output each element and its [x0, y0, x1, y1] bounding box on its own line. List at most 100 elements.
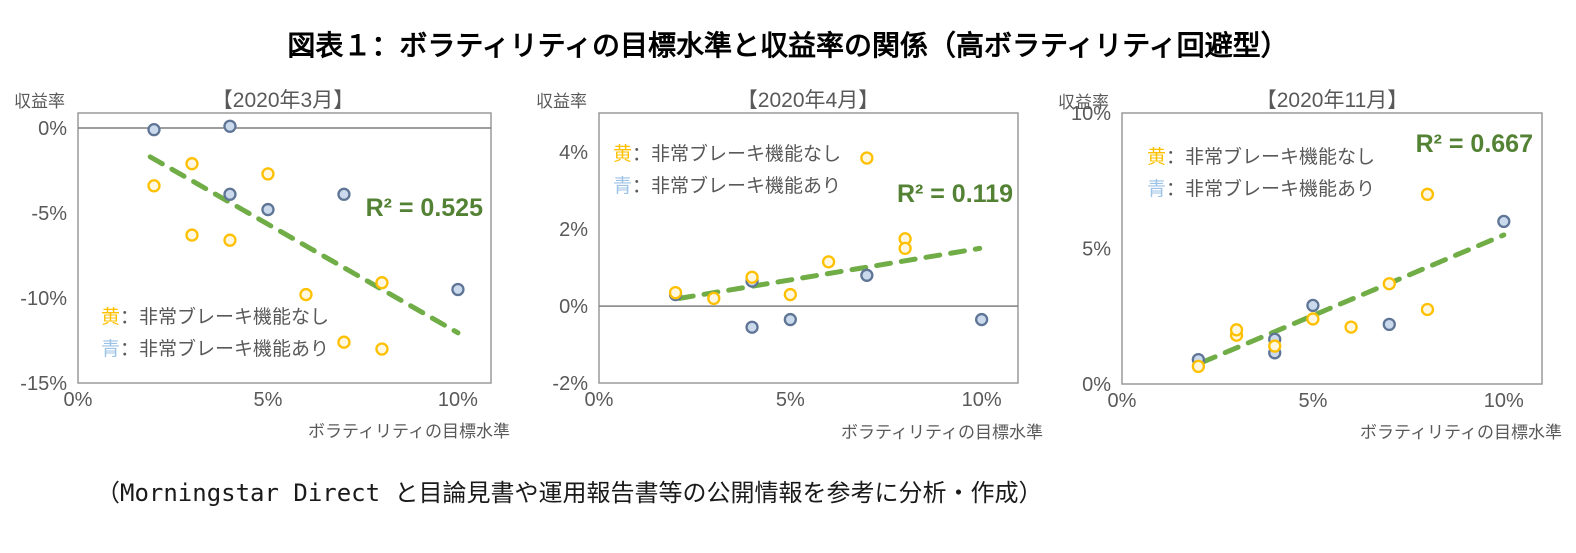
- data-point: [223, 233, 237, 247]
- legend-blue-swatch: 青: [1147, 179, 1167, 200]
- x-tick-label: 10%: [1484, 390, 1524, 412]
- data-point: [185, 157, 199, 171]
- r-squared-label: R² = 0.525: [365, 194, 483, 222]
- legend-item-yellow: 黄：非常ブレーキ機能なし: [101, 302, 329, 334]
- x-tick-label: 10%: [962, 389, 1002, 411]
- scatter-series: [1191, 214, 1511, 367]
- data-point: [299, 287, 313, 302]
- scatter-series: [147, 157, 389, 356]
- r-squared-label: R² = 0.119: [896, 180, 1013, 208]
- legend: 黄：非常ブレーキ機能なし 青：非常ブレーキ機能あり: [1147, 142, 1375, 206]
- legend-blue-text: ：非常ブレーキ機能あり: [632, 176, 842, 197]
- chart-title: 【2020年3月】: [211, 89, 355, 112]
- trend-line: [676, 245, 983, 301]
- y-axis-title: 収益率: [14, 92, 65, 111]
- data-point: [1229, 323, 1244, 337]
- scatter-series: [147, 119, 465, 297]
- trend-line: [147, 154, 461, 336]
- y-axis-title: 収益率: [1058, 93, 1109, 112]
- plot-area: 4%2%0%-2%0% 5% 10%: [552, 112, 1019, 411]
- y-tick-label: 5%: [1082, 239, 1111, 261]
- figure-title: 図表１：ボラティリティの目標水準と収益率の関係（高ボラティリティ回避型）: [287, 30, 1289, 61]
- data-point: [1268, 339, 1282, 353]
- scatter-series: [1191, 187, 1435, 374]
- data-point: [1382, 317, 1396, 332]
- data-point: [821, 255, 836, 269]
- legend-item-blue: 青：非常ブレーキ機能あり: [613, 171, 841, 203]
- x-tick-label: 0%: [64, 389, 93, 411]
- chart-title: 【2020年4月】: [736, 89, 880, 112]
- plot-area: 10% 5% 0%0% 5% 10%: [1071, 103, 1543, 412]
- data-point: [1191, 359, 1206, 374]
- legend: 黄：非常ブレーキ機能なし 青：非常ブレーキ機能あり: [101, 302, 329, 366]
- legend-blue-text: ：非常ブレーキ機能あり: [1166, 179, 1376, 200]
- x-tick-label: 5%: [776, 389, 805, 411]
- plot-frame: [1121, 112, 1543, 385]
- data-point: [451, 282, 465, 297]
- data-point: [1306, 298, 1320, 313]
- legend-item-yellow: 黄：非常ブレーキ機能なし: [1147, 142, 1375, 174]
- data-point: [1306, 312, 1320, 326]
- legend-yellow-text: ：非常ブレーキ機能なし: [632, 144, 842, 165]
- trend-line: [1199, 232, 1507, 365]
- x-tick-label: 5%: [1298, 390, 1327, 412]
- x-tick-label: 0%: [585, 389, 614, 411]
- data-point: [860, 151, 874, 165]
- legend-yellow-swatch: 黄: [613, 144, 633, 165]
- legend-blue-swatch: 青: [101, 339, 121, 360]
- legend-item-blue: 青：非常ブレーキ機能あり: [1147, 174, 1375, 206]
- data-point: [1382, 277, 1396, 291]
- legend-item-yellow: 黄：非常ブレーキ機能なし: [613, 139, 841, 171]
- data-point: [1420, 187, 1435, 201]
- data-point: [147, 179, 161, 193]
- data-point: [1497, 214, 1511, 229]
- data-point: [974, 312, 989, 327]
- legend-item-blue: 青：非常ブレーキ機能あり: [101, 334, 329, 366]
- r-squared-label: R² = 0.667: [1415, 130, 1533, 158]
- y-tick-label: 0%: [559, 296, 588, 318]
- data-point: [185, 228, 199, 242]
- data-point: [261, 167, 275, 181]
- x-axis-title: ボラティリティの目標水準: [841, 423, 1043, 442]
- data-point: [745, 320, 759, 334]
- legend: 黄：非常ブレーキ機能なし 青：非常ブレーキ機能あり: [613, 139, 841, 203]
- legend-blue-text: ：非常ブレーキ機能あり: [120, 339, 330, 360]
- legend-yellow-swatch: 黄: [101, 307, 121, 328]
- x-tick-label: 0%: [1108, 390, 1137, 412]
- legend-yellow-text: ：非常ブレーキ機能なし: [120, 307, 330, 328]
- scatter-series: [668, 151, 912, 306]
- plot-frame: [77, 112, 492, 384]
- data-point: [261, 202, 275, 217]
- data-point: [337, 335, 351, 349]
- plot-area: 0%-5%-10%-15%0% 5% 10%: [20, 112, 492, 411]
- data-point: [860, 268, 874, 282]
- y-tick-label: 0%: [38, 118, 67, 140]
- data-point: [337, 187, 351, 201]
- x-tick-label: 10%: [438, 389, 478, 411]
- x-axis-title: ボラティリティの目標水準: [308, 422, 510, 441]
- source-caption: （Morningstar Direct と目論見書や運用報告書等の公開情報を参考…: [96, 479, 1043, 507]
- y-tick-label: -15%: [20, 373, 67, 395]
- y-tick-label: 4%: [559, 142, 588, 164]
- y-tick-label: -10%: [20, 288, 67, 310]
- data-point: [1420, 302, 1435, 317]
- data-point: [223, 187, 237, 201]
- y-tick-label: 2%: [559, 219, 588, 241]
- y-tick-label: 0%: [1082, 374, 1111, 396]
- x-tick-label: 5%: [254, 389, 283, 411]
- y-tick-label: -2%: [552, 373, 588, 395]
- data-point: [707, 291, 721, 306]
- data-point: [1344, 320, 1358, 334]
- data-point: [375, 276, 389, 290]
- data-point: [783, 287, 797, 302]
- y-tick-label: -5%: [31, 203, 67, 225]
- data-point: [745, 270, 759, 284]
- legend-blue-swatch: 青: [613, 176, 633, 197]
- y-tick-label: 10%: [1071, 103, 1111, 125]
- data-point: [223, 119, 237, 133]
- chart-title: 【2020年11月】: [1255, 89, 1409, 112]
- legend-yellow-text: ：非常ブレーキ機能なし: [1166, 147, 1376, 168]
- x-axis-title: ボラティリティの目標水準: [1360, 423, 1562, 442]
